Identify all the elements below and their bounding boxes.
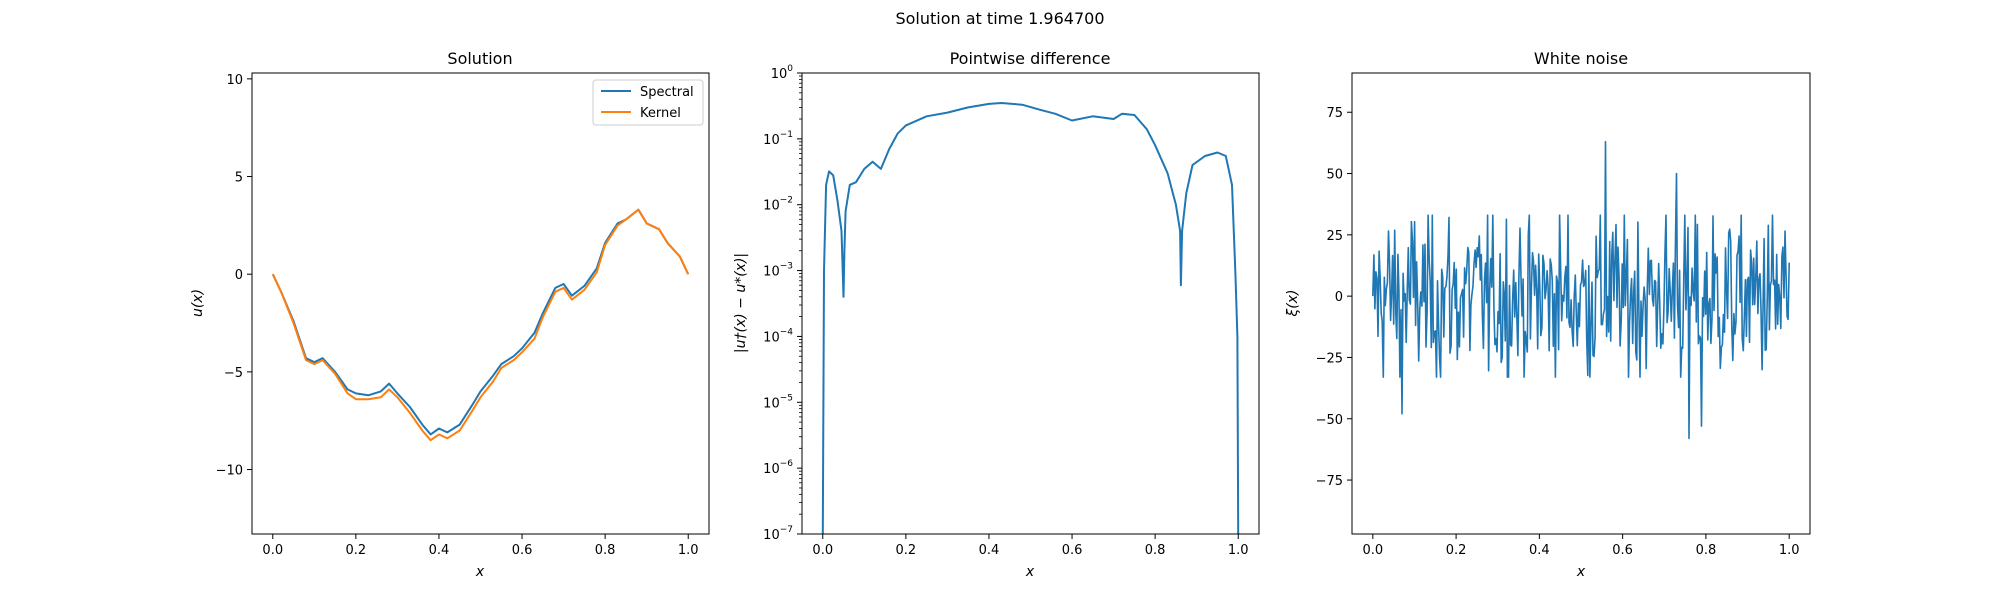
x-tick-label: 0.0: [812, 543, 833, 558]
difference-panel: Pointwise difference 0.0 0.2 0.4 0.6 0.8 1.0 …: [733, 49, 1260, 580]
noise-xlabel: x: [1576, 564, 1586, 580]
y-tick-exponent: −5: [780, 393, 793, 403]
noise-x-ticks: 0.0 0.2 0.4 0.6 0.8 1.0: [1362, 534, 1800, 558]
y-tick-base: 10: [763, 133, 780, 148]
y-tick-base: 10: [763, 199, 780, 214]
y-tick-label: 10−2: [763, 196, 793, 214]
noise-ylabel: ξ(x): [1285, 289, 1301, 317]
y-tick-base: 10: [763, 462, 780, 477]
noise-plot-area: [1372, 140, 1790, 440]
series-line-kernel: [271, 208, 690, 442]
solution-xlabel: x: [475, 564, 485, 580]
x-tick-label: 0.4: [979, 543, 1000, 558]
solution-title: Solution: [447, 49, 512, 68]
x-tick-label: 1.0: [1228, 543, 1249, 558]
noise-panel: White noise 0.0 0.2 0.4 0.6 0.8 1.0 75 50 25 0 −2…: [1285, 49, 1811, 580]
solution-x-ticks: 0.0 0.2 0.4 0.6 0.8 1.0: [262, 534, 699, 558]
x-tick-label: 0.4: [429, 543, 450, 558]
difference-axes-frame: [801, 72, 1260, 535]
y-tick-label: 10−7: [763, 525, 793, 543]
x-tick-label: 0.2: [896, 543, 917, 558]
y-tick-label: 0: [1335, 290, 1343, 305]
legend-label-kernel: Kernel: [640, 106, 681, 121]
series-line-noise: [1372, 140, 1790, 440]
y-tick-label: 10−4: [763, 327, 793, 345]
y-tick-exponent: 0: [787, 64, 793, 74]
y-tick-label: 10: [226, 73, 243, 88]
solution-axes-frame: [251, 72, 710, 535]
figure-suptitle: Solution at time 1.964700: [895, 9, 1104, 28]
y-tick-label: 10−1: [763, 130, 793, 148]
difference-plot-area: [821, 102, 1240, 535]
y-tick-exponent: −2: [780, 196, 793, 206]
solution-plot-area: [271, 208, 690, 442]
y-tick-label: 75: [1326, 106, 1343, 121]
x-tick-label: 0.8: [1696, 543, 1717, 558]
x-tick-label: 0.6: [1612, 543, 1633, 558]
solution-y-ticks: 10 5 0 −5 −10: [216, 73, 252, 479]
x-tick-label: 0.8: [1145, 543, 1166, 558]
solution-ylabel: u(x): [190, 289, 206, 317]
solution-legend: Spectral Kernel: [592, 79, 704, 126]
y-tick-label: 100: [771, 64, 794, 82]
y-tick-label: −25: [1316, 351, 1343, 366]
x-tick-label: 1.0: [1779, 543, 1800, 558]
y-tick-label: −75: [1316, 474, 1343, 489]
x-tick-label: 0.0: [262, 543, 283, 558]
y-tick-exponent: −4: [780, 327, 794, 337]
x-tick-label: 0.0: [1362, 543, 1383, 558]
y-tick-label: 50: [1326, 168, 1343, 183]
y-tick-label: 5: [235, 171, 243, 186]
difference-ylabel: |u†(x) − u*(x)|: [733, 253, 749, 353]
noise-title: White noise: [1534, 49, 1628, 68]
y-tick-base: 10: [763, 396, 780, 411]
y-tick-label: −50: [1316, 413, 1343, 428]
series-line-difference: [821, 102, 1240, 535]
x-tick-label: 1.0: [678, 543, 699, 558]
y-tick-exponent: −7: [780, 525, 793, 535]
y-tick-base: 10: [763, 528, 780, 543]
x-tick-label: 0.6: [1062, 543, 1083, 558]
y-tick-base: 10: [771, 67, 788, 82]
y-tick-exponent: −3: [780, 262, 793, 272]
x-tick-label: 0.2: [346, 543, 367, 558]
difference-x-ticks: 0.0 0.2 0.4 0.6 0.8 1.0: [812, 534, 1249, 558]
y-tick-label: 25: [1326, 229, 1343, 244]
noise-y-ticks: 75 50 25 0 −25 −50 −75: [1316, 106, 1352, 489]
x-tick-label: 0.8: [595, 543, 616, 558]
noise-axes-frame: [1351, 72, 1811, 535]
series-line-spectral: [271, 208, 690, 436]
x-tick-label: 0.2: [1446, 543, 1467, 558]
y-tick-label: −10: [216, 464, 243, 479]
x-tick-label: 0.4: [1529, 543, 1550, 558]
x-tick-label: 0.6: [512, 543, 533, 558]
y-tick-label: 10−3: [763, 262, 793, 280]
difference-title: Pointwise difference: [950, 49, 1111, 68]
y-tick-label: 10−6: [763, 459, 793, 477]
y-tick-label: −5: [224, 366, 243, 381]
y-tick-exponent: −1: [780, 130, 793, 140]
y-tick-label: 0: [235, 268, 243, 283]
y-tick-label: 10−5: [763, 393, 793, 411]
y-tick-exponent: −6: [780, 459, 794, 469]
legend-label-spectral: Spectral: [640, 85, 694, 100]
y-tick-base: 10: [763, 265, 780, 280]
y-tick-base: 10: [763, 330, 780, 345]
difference-xlabel: x: [1025, 564, 1035, 580]
